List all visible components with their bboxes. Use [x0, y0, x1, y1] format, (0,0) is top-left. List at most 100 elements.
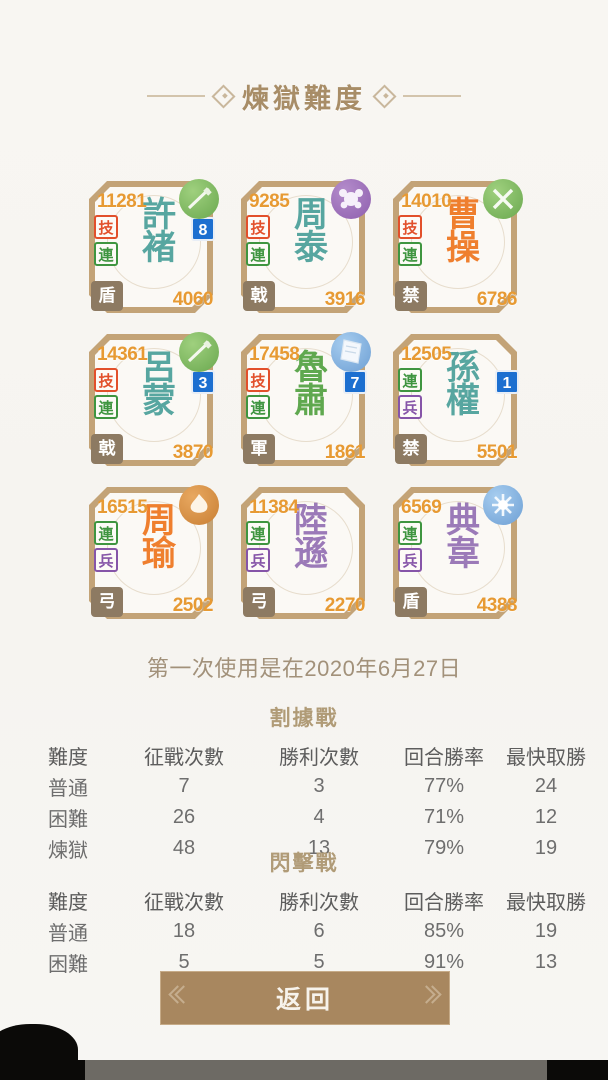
- hero-attribute-tag: 兵: [94, 548, 118, 572]
- scroll-icon: [331, 332, 371, 372]
- hero-attack-value: 14010: [401, 191, 452, 212]
- hero-attribute-tag: 連: [246, 521, 270, 545]
- first-use-text: 第一次使用是在2020年6月27日: [146, 656, 462, 681]
- table-cell: 煉獄: [48, 840, 88, 862]
- spear-icon: [179, 179, 219, 219]
- table-cell: 26: [172, 806, 196, 828]
- hero-name: 許褚: [142, 196, 176, 267]
- hero-card[interactable]: 16515 周瑜 2502 連兵弓: [83, 483, 221, 627]
- hero-attribute-tag: 連: [94, 521, 118, 545]
- table-cell: 85%: [423, 920, 465, 942]
- table-cell: 3: [313, 775, 325, 797]
- hero-name: 周泰: [294, 196, 328, 267]
- hero-tag-list: 連兵: [246, 521, 270, 575]
- hero-attribute-tag: 兵: [398, 395, 422, 419]
- table-cell: 普通: [48, 923, 88, 945]
- hero-card[interactable]: 17458 魯肅 1861 技連軍 7: [235, 330, 373, 474]
- hero-type-badge: 禁: [395, 434, 427, 464]
- table-cell: 19: [534, 920, 558, 942]
- hero-name: 魯肅: [294, 349, 328, 420]
- hero-name: 典韋: [446, 502, 480, 573]
- back-button-label: 返回: [275, 986, 334, 1014]
- table-cell: 13: [534, 951, 558, 973]
- hero-hp-value: 4060: [172, 289, 214, 310]
- hero-tag-list: 技連: [94, 368, 118, 422]
- diamond-icon-left: [211, 83, 236, 109]
- table-header-row: 難度 征戰次數 勝利次數 回合勝率 最快取勝: [22, 740, 588, 771]
- hero-card-row: 14361 呂蒙 3870 技連戟 3 17458 魯肅 1861 技連軍 7 12505 孫權 550…: [0, 330, 608, 474]
- hero-level-badge: 3: [191, 370, 215, 394]
- section-title-1: 割據戰: [269, 707, 339, 730]
- hero-tag-list: 連兵: [398, 368, 422, 422]
- hero-card-grid: 11281 許褚 4060 技連盾 8 9285 周泰 3916 技連戟 14010 曹操 6786 技…: [0, 177, 608, 636]
- hero-type-badge: 弓: [91, 587, 123, 617]
- hero-attribute-tag: 兵: [246, 548, 270, 572]
- hero-card-row: 11281 許褚 4060 技連盾 8 9285 周泰 3916 技連戟 14010 曹操 6786 技…: [0, 177, 608, 321]
- hero-hp-value: 6786: [476, 289, 518, 310]
- stats-table-2: 難度 征戰次數 勝利次數 回合勝率 最快取勝 普通 18 6 85% 19 困難 5 5 91% 13: [22, 885, 588, 978]
- hero-attribute-tag: 技: [94, 368, 118, 392]
- table-header-cell: 難度: [48, 892, 88, 914]
- chevron-right-icon: [419, 984, 439, 1012]
- hero-tag-list: 技連: [94, 215, 118, 269]
- hero-tag-list: 連兵: [398, 521, 422, 575]
- stats-table-1: 難度 征戰次數 勝利次數 回合勝率 最快取勝 普通 7 3 77% 24 困難 26 4 71% 12 煉獄 4…: [22, 740, 588, 864]
- hero-attack-value: 14361: [97, 344, 148, 365]
- hero-name: 呂蒙: [142, 349, 176, 420]
- hero-attack-value: 9285: [249, 191, 290, 212]
- hero-attack-value: 6569: [401, 497, 442, 518]
- table-cell: 4: [313, 806, 325, 828]
- hero-hp-value: 2502: [172, 595, 214, 616]
- title-rule-right: [403, 95, 461, 97]
- hero-tag-list: 連兵: [94, 521, 118, 575]
- hero-type-badge: 戟: [91, 434, 123, 464]
- table-cell: 71%: [423, 806, 465, 828]
- table-cell: 91%: [423, 951, 465, 973]
- table-header-cell: 勝利次數: [279, 892, 359, 914]
- hero-attribute-tag: 連: [246, 395, 270, 419]
- hero-attribute-tag: 連: [94, 242, 118, 266]
- table-cell: 77%: [423, 775, 465, 797]
- table-header-cell: 回合勝率: [404, 892, 484, 914]
- table-header-cell: 回合勝率: [404, 747, 484, 769]
- hero-type-badge: 弓: [243, 587, 275, 617]
- hero-card[interactable]: 9285 周泰 3916 技連戟: [235, 177, 373, 321]
- hero-attribute-tag: 連: [398, 242, 422, 266]
- table-cell: 7: [178, 775, 190, 797]
- hero-card[interactable]: 14010 曹操 6786 技連禁: [387, 177, 525, 321]
- table-cell: 困難: [48, 954, 88, 976]
- title-rule-left: [147, 95, 205, 97]
- hero-tag-list: 技連: [398, 215, 422, 269]
- hero-card[interactable]: 12505 孫權 5501 連兵禁 1: [387, 330, 525, 474]
- table-row: 煉獄 48 13 79% 19: [22, 833, 588, 864]
- table-cell: 困難: [48, 809, 88, 831]
- table-header-cell: 最快取勝: [506, 892, 586, 914]
- back-button[interactable]: 返回: [160, 971, 450, 1025]
- star-icon: [483, 485, 523, 525]
- table-cell: 24: [534, 775, 558, 797]
- hero-card[interactable]: 11281 許褚 4060 技連盾 8: [83, 177, 221, 321]
- hero-card[interactable]: 11384 陸遜 2270 連兵弓: [235, 483, 373, 627]
- hero-level-badge: 8: [191, 217, 215, 241]
- hero-type-badge: 戟: [243, 281, 275, 311]
- table-row: 普通 18 6 85% 19: [22, 916, 588, 947]
- chevron-left-icon: [171, 984, 191, 1012]
- table-header-cell: 最快取勝: [506, 747, 586, 769]
- hero-tag-list: 技連: [246, 215, 270, 269]
- hero-hp-value: 4388: [476, 595, 518, 616]
- hero-hp-value: 2270: [324, 595, 366, 616]
- hero-level-badge: 1: [495, 370, 519, 394]
- hero-attribute-tag: 技: [94, 215, 118, 239]
- hero-hp-value: 5501: [476, 442, 518, 463]
- page-title: 煉獄難度: [0, 72, 608, 120]
- cross-sword-icon: [483, 179, 523, 219]
- hero-card[interactable]: 6569 典韋 4388 連兵盾: [387, 483, 525, 627]
- hero-attribute-tag: 技: [246, 215, 270, 239]
- hero-hp-value: 3870: [172, 442, 214, 463]
- hero-card[interactable]: 14361 呂蒙 3870 技連戟 3: [83, 330, 221, 474]
- hero-level-badge: 7: [343, 370, 367, 394]
- table-header-cell: 難度: [48, 747, 88, 769]
- table-cell: 18: [172, 920, 196, 942]
- hero-hp-value: 3916: [324, 289, 366, 310]
